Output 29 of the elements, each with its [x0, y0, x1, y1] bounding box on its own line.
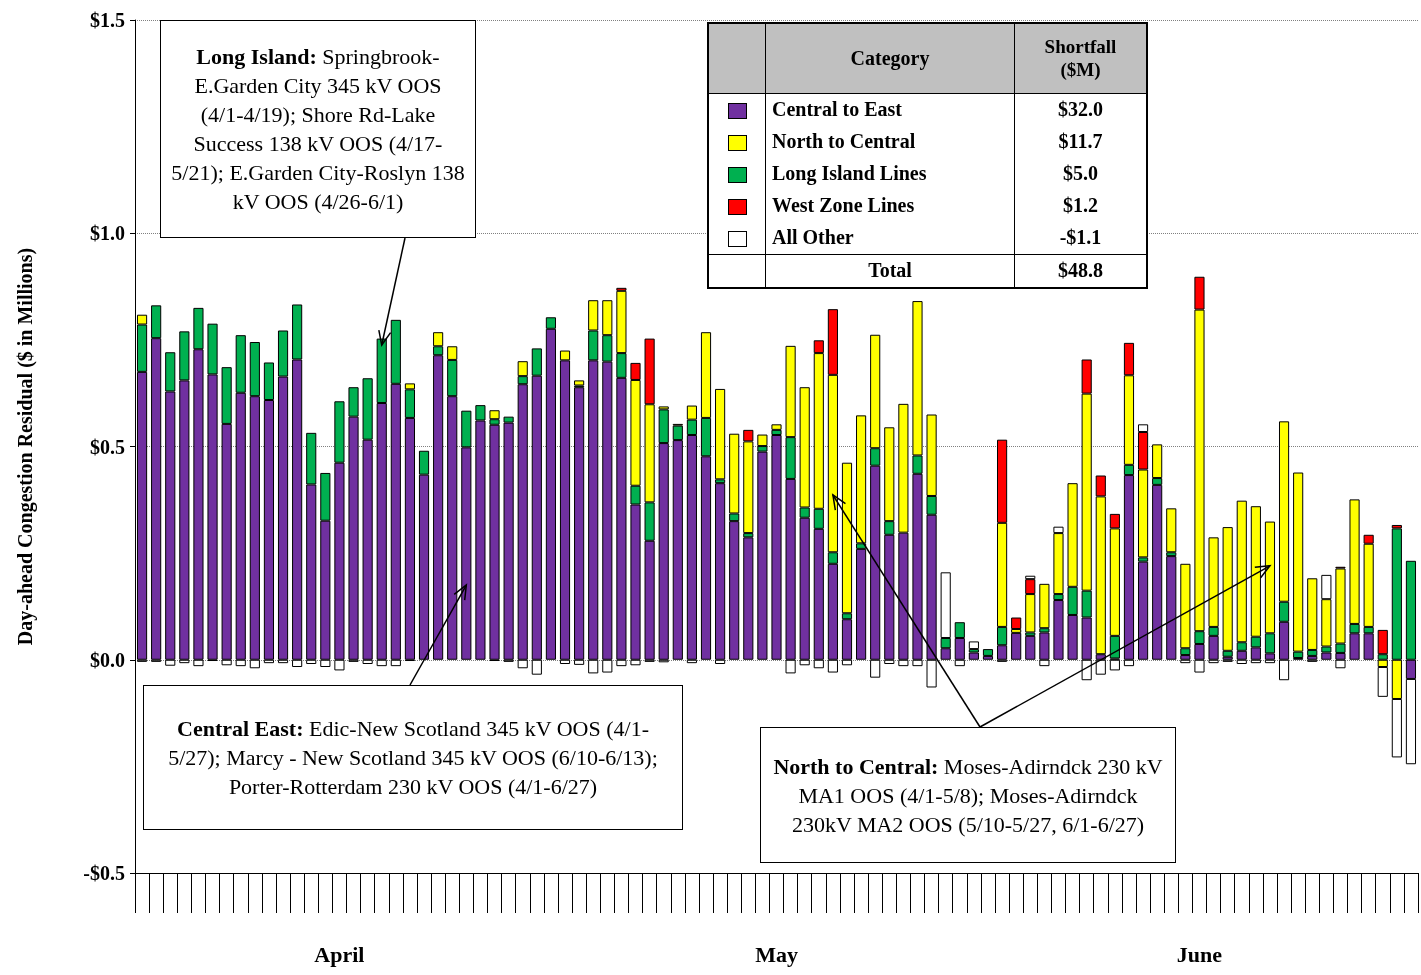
x-tick-label: April: [314, 941, 365, 967]
x-tick-label: June: [1176, 941, 1223, 967]
annotation: Total: [765, 254, 1015, 288]
legend-label: Long Island Lines: [765, 157, 1015, 190]
y-tick-label: -$0.5: [83, 862, 125, 884]
annotation: Central East: Edic-New Scotland 345 kV OOS (4/1-5/27); Marcy - New Scotland 345 kV OOS (6/10-6/13); Porter-Rotterdam 230 kV OOS (4/1-6/27): [167, 715, 659, 801]
y-tick-label: $0.5: [90, 435, 125, 458]
annotation: -$1.1: [1014, 221, 1147, 254]
annotation: $11.7: [1014, 125, 1147, 158]
annotation: Shortfall ($M): [1014, 23, 1147, 93]
annotation: Long Island: Springbrook-E.Garden City 345 kV OOS (4/1-4/19); Shore Rd-Lake Success 138 kV OOS (4/17-5/21); E.Garden City-Roslyn 138 kV OOS (4/26-6/1): [171, 43, 465, 216]
y-tick-label: $1.0: [90, 222, 125, 245]
y-tick-label: $0.0: [90, 648, 125, 671]
legend-title: Category: [765, 23, 1015, 93]
legend-label: Central to East: [765, 93, 1015, 126]
legend-label: West Zone Lines: [765, 189, 1015, 222]
annotation: $32.0: [1014, 93, 1147, 126]
annotation: North to Central: Moses-Adirndck 230 kV MA1 OOS (4/1-5/8); Moses-Adirndck 230kV MA2 OOS (5/10-5/27, 6/1-6/27): [772, 752, 1164, 839]
callout-box: Central East: Edic-New Scotland 345 kV OOS (4/1-5/27); Marcy - New Scotland 345 kV OOS (6/10-6/13); Porter-Rotterdam 230 kV OOS (4/1-6/27): [143, 685, 683, 830]
y-axis-title: Day-ahead Congestion Residual ($ in Millions): [14, 247, 37, 646]
annotation: $48.8: [1014, 254, 1147, 288]
callout-box: North to Central: Moses-Adirndck 230 kV MA1 OOS (4/1-5/8); Moses-Adirndck 230kV MA2 OOS (5/10-5/27, 6/1-6/27): [760, 727, 1176, 863]
legend-label: North to Central: [765, 125, 1015, 158]
callout-box: Long Island: Springbrook-E.Garden City 345 kV OOS (4/1-4/19); Shore Rd-Lake Success 138 kV OOS (4/17-5/21); E.Garden City-Roslyn 138 kV OOS (4/26-6/1): [160, 20, 476, 238]
annotation: $5.0: [1014, 157, 1147, 190]
x-tick-label: May: [755, 941, 798, 967]
y-tick-label: $1.5: [90, 9, 125, 31]
annotation: $1.2: [1014, 189, 1147, 222]
legend-label: All Other: [765, 221, 1015, 254]
